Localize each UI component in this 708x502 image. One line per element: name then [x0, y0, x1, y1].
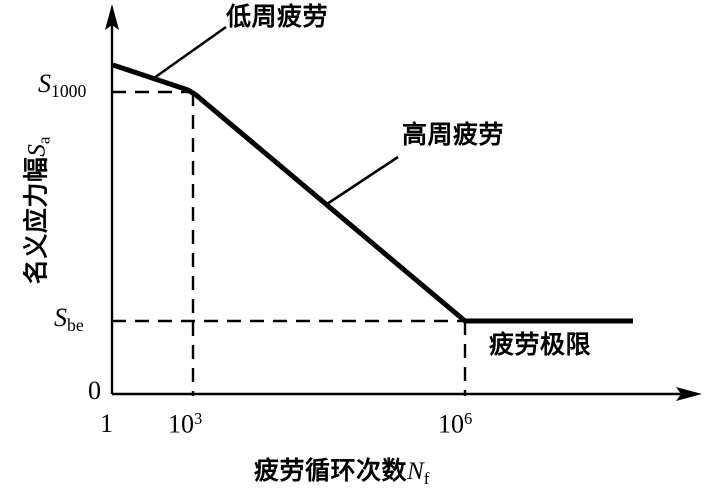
y-tick-sbe-variable: S — [54, 303, 67, 332]
x-axis-title-cjk: 疲劳循环次数 — [254, 456, 408, 485]
y-axis-title-variable: S — [23, 144, 51, 157]
x-tick-1e6-exponent: 6 — [464, 409, 473, 428]
x-tick-label-1e3: 103 — [168, 409, 203, 439]
y-axis-title-cjk: 名义应力幅 — [21, 156, 51, 285]
y-axis-title-subscript: a — [34, 136, 54, 145]
x-tick-label-1: 1 — [100, 409, 113, 438]
y-tick-s1000-variable: S — [38, 69, 51, 98]
x-axis-title-subscript: f — [423, 468, 430, 488]
x-tick-1e3-base: 10 — [168, 409, 194, 439]
leader-line-low-cycle — [153, 25, 227, 80]
x-tick-label-1e6: 106 — [438, 409, 473, 439]
x-axis-title: 疲劳循环次数Nf — [254, 458, 429, 487]
x-axis-title-variable: N — [407, 458, 424, 485]
leader-line-high-cycle — [326, 155, 399, 206]
y-tick-label-sbe: Sbe — [54, 305, 84, 335]
y-tick-sbe-subscript: be — [67, 314, 84, 335]
x-axis — [112, 387, 702, 401]
sn-curve-line — [112, 62, 633, 324]
x-tick-1e3-exponent: 3 — [194, 409, 203, 428]
annotation-fatigue-limit: 疲劳极限 — [489, 330, 592, 359]
y-tick-s1000-subscript: 1000 — [51, 80, 87, 101]
y-tick-label-s1000: S1000 — [38, 71, 86, 101]
annotation-low-cycle-fatigue: 低周疲劳 — [226, 2, 329, 31]
x-tick-1e6-base: 10 — [438, 409, 464, 439]
y-axis-title: 名义应力幅Sa — [21, 100, 54, 320]
origin-label: 0 — [88, 376, 101, 405]
annotation-high-cycle-fatigue: 高周疲劳 — [402, 120, 505, 149]
y-axis — [105, 4, 119, 394]
